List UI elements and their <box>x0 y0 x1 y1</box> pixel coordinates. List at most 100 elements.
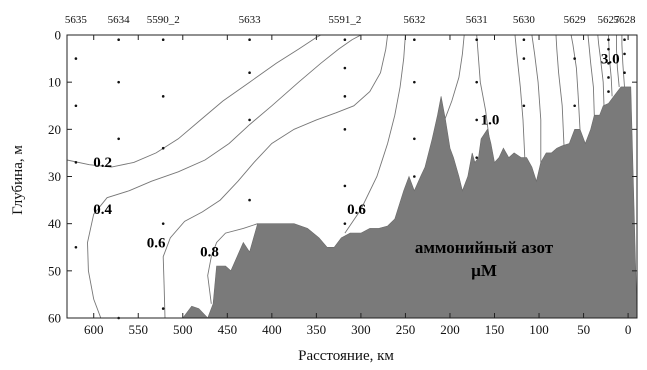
sample-point <box>343 222 347 225</box>
station-label: 5630 <box>513 14 536 26</box>
isoline-3.0a <box>608 34 613 97</box>
sample-point <box>413 38 416 42</box>
contour-label: 3.0 <box>601 51 620 67</box>
isoline-2.8 <box>597 34 605 106</box>
x-tick-label: 350 <box>307 322 327 337</box>
x-tick-label: 400 <box>262 322 282 337</box>
isoline-3.0b <box>616 35 620 87</box>
annotation-line-1: аммонийный азот <box>415 238 554 257</box>
sample-point <box>343 66 347 70</box>
station-label: 5628 <box>614 14 637 26</box>
contour-label: 0.2 <box>93 155 112 171</box>
sample-point <box>623 52 626 56</box>
y-tick-label: 60 <box>48 311 61 326</box>
sample-point <box>343 184 347 188</box>
contour-labels-layer: 0.2 0.4 0.6 0.8 0.6 1.0 3.0 <box>93 51 619 260</box>
station-label: 5627 <box>598 14 621 26</box>
sample-point <box>74 104 78 108</box>
sample-points-layer <box>74 38 626 320</box>
sample-point <box>74 245 78 249</box>
sample-point <box>475 156 478 159</box>
sample-point <box>343 95 347 98</box>
y-tick-label: 10 <box>48 75 61 90</box>
sample-point <box>248 38 251 42</box>
sample-point <box>607 47 610 51</box>
sample-point <box>343 128 347 131</box>
y-tick-label: 40 <box>48 216 61 231</box>
sample-point <box>522 104 526 108</box>
isoline-0.6b <box>344 34 406 234</box>
sample-point <box>607 90 610 93</box>
contour-label: 0.6 <box>147 235 166 251</box>
y-tick-label: 30 <box>48 169 61 184</box>
x-tick-label: 100 <box>529 322 549 337</box>
sample-point <box>623 71 626 75</box>
sample-point <box>413 80 416 84</box>
station-label: 5629 <box>564 14 587 26</box>
x-tick-label: 0 <box>625 322 632 337</box>
isoline-2.6 <box>587 34 595 116</box>
sample-point <box>161 146 165 150</box>
station-label: 5633 <box>239 14 262 26</box>
sample-point <box>573 57 576 60</box>
sample-point <box>413 137 416 141</box>
contour-label: 0.4 <box>93 202 112 218</box>
x-tick-label: 50 <box>577 322 590 337</box>
sample-point <box>161 222 165 225</box>
isoline-1.5 <box>531 34 542 163</box>
station-label: 5632 <box>403 14 425 26</box>
x-tick-label: 450 <box>218 322 238 337</box>
annotation-line-2: µM <box>471 261 497 280</box>
sample-point <box>117 80 120 84</box>
isoline-2.3 <box>570 34 581 130</box>
sample-point <box>248 71 251 75</box>
sample-point <box>607 38 610 42</box>
station-label: 5634 <box>108 14 131 26</box>
sample-point <box>74 161 78 164</box>
contour-label: 0.8 <box>200 245 219 261</box>
sample-point <box>161 38 165 42</box>
isoline-0.8 <box>207 223 258 304</box>
sample-point <box>248 198 251 202</box>
contour-label: 0.6 <box>347 202 366 218</box>
sample-point <box>522 57 526 60</box>
sample-point <box>161 307 165 310</box>
sample-point <box>607 62 610 65</box>
x-tick-label: 200 <box>440 322 460 337</box>
sample-point <box>161 95 165 98</box>
x-tick-label: 150 <box>485 322 505 337</box>
bottom-profile-layer <box>182 86 638 319</box>
sample-point <box>573 104 576 108</box>
x-tick-label: 300 <box>351 322 371 337</box>
sample-point <box>117 38 120 42</box>
sample-point <box>413 175 416 178</box>
isoline-0.6 <box>162 34 389 319</box>
y-tick-label: 0 <box>55 28 62 43</box>
isoline-0.2 <box>66 34 322 168</box>
sample-point <box>343 38 347 42</box>
axes-layer: 600 550 500 450 400 350 300 250 200 150 100 50 00102… <box>48 28 638 337</box>
sample-point <box>475 80 478 84</box>
bottom-profile-area <box>182 86 638 319</box>
sample-point <box>248 118 251 122</box>
isoline-1.0 <box>476 34 490 139</box>
contour-label: 1.0 <box>481 113 500 129</box>
station-label: 5635 <box>65 14 88 26</box>
x-tick-label: 250 <box>396 322 416 337</box>
station-label: 5631 <box>466 14 488 26</box>
y-tick-label: 50 <box>48 263 61 278</box>
station-labels-layer: 5635 5634 5590_2 5633 5591_2 5632 5631 5630 5629… <box>65 14 636 26</box>
y-tick-label: 20 <box>48 122 61 137</box>
x-tick-label: 600 <box>84 322 104 337</box>
sample-point <box>74 57 78 60</box>
station-label: 5590_2 <box>147 14 180 26</box>
sample-point <box>522 38 526 42</box>
station-label: 5591_2 <box>328 14 361 26</box>
sample-point <box>623 38 626 42</box>
sample-point <box>607 76 610 79</box>
isoline-3.2 <box>621 35 625 87</box>
sample-point <box>475 38 478 42</box>
isoline-0.4 <box>87 34 362 319</box>
isoline-1.0b <box>514 34 526 158</box>
